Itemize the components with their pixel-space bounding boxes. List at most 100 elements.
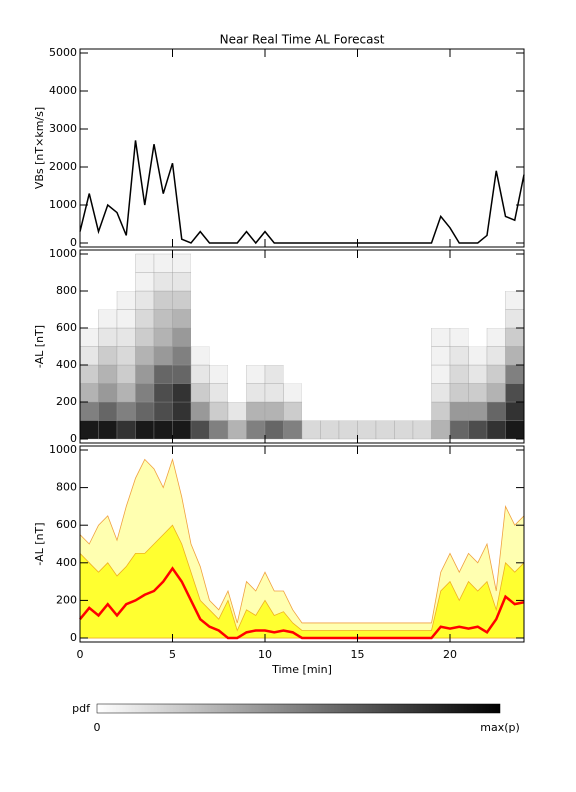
heat-cell [486, 346, 506, 366]
heat-cell [413, 383, 432, 402]
y-tick-label: 400 [56, 358, 77, 371]
heat-cell [468, 401, 488, 421]
heat-cell [413, 309, 432, 328]
heat-cell [135, 383, 155, 403]
heat-cell [135, 290, 155, 310]
y-axis-label: -AL [nT] [33, 325, 46, 368]
heat-cell [228, 254, 247, 273]
heat-cell [209, 383, 229, 403]
heat-cell [172, 346, 192, 366]
heat-cell [449, 346, 469, 366]
heat-cell [228, 346, 247, 365]
heat-cell [228, 365, 247, 384]
heat-cell [265, 272, 284, 291]
heat-cell [98, 383, 118, 403]
heat-cell [264, 420, 284, 440]
heat-cell [190, 383, 210, 403]
heat-cell [339, 291, 358, 310]
heat-cell [209, 328, 228, 347]
heat-cell [431, 346, 451, 366]
heat-cell [79, 346, 99, 366]
heat-cell [191, 254, 210, 273]
heat-cell [376, 402, 395, 421]
heat-cell [172, 327, 192, 347]
heat-cell [357, 254, 376, 273]
heat-cell [265, 328, 284, 347]
x-tick-label: 10 [258, 648, 272, 661]
heat-cell [431, 272, 450, 291]
heat-cell [172, 272, 192, 292]
heat-cell [302, 383, 321, 402]
heat-cell [449, 420, 469, 440]
heat-cell [376, 291, 395, 310]
heat-cell [283, 254, 302, 273]
heat-cell [190, 401, 210, 421]
x-axis-label: Time [min] [271, 663, 332, 676]
y-tick-label: 800 [56, 284, 77, 297]
heat-cell [79, 420, 99, 440]
heat-cell [246, 420, 266, 440]
heat-cell [468, 291, 487, 310]
heat-cell [135, 327, 155, 347]
heat-cell [153, 327, 173, 347]
heat-cell [413, 402, 432, 421]
heat-cell [320, 254, 339, 273]
heat-cell [431, 383, 451, 403]
heat-cell [394, 365, 413, 384]
heat-cell [283, 401, 303, 421]
heat-cell [80, 291, 99, 310]
heat-cell [172, 309, 192, 329]
heat-cell [79, 364, 99, 384]
heat-cell [191, 272, 210, 291]
colorbar-title: pdf [72, 702, 91, 715]
heat-cell [449, 327, 469, 347]
heat-cell [376, 383, 395, 402]
heat-cell [190, 364, 210, 384]
y-tick-label: 200 [56, 395, 77, 408]
heat-cell [468, 346, 488, 366]
heat-cell [468, 328, 487, 347]
heat-cell [98, 420, 118, 440]
heat-cell [505, 327, 525, 347]
heat-cell [209, 309, 228, 328]
heat-cell [450, 291, 469, 310]
heat-cell [246, 364, 266, 384]
heat-cell [172, 401, 192, 421]
heat-cell [320, 328, 339, 347]
heat-cell [228, 272, 247, 291]
heat-cell [450, 309, 469, 328]
heat-cell [376, 346, 395, 365]
heat-cell [153, 309, 173, 329]
heat-cell [227, 401, 247, 421]
heat-cell [376, 254, 395, 273]
heat-cell [209, 364, 229, 384]
heat-cell [116, 346, 136, 366]
heat-cell [468, 254, 487, 273]
colorbar [96, 703, 501, 714]
x-tick-label: 20 [443, 648, 457, 661]
heat-cell [283, 383, 303, 403]
y-tick-label: 600 [56, 321, 77, 334]
median-line [79, 566, 525, 640]
heat-cell [98, 327, 118, 347]
plot-frame [79, 48, 525, 248]
heat-cell [190, 420, 210, 440]
heat-cell [135, 272, 155, 292]
heat-cell [246, 383, 266, 403]
y-axis-label: -AL [nT] [33, 522, 46, 565]
heat-cell [449, 401, 469, 421]
heat-cell [413, 291, 432, 310]
heat-cell [394, 328, 413, 347]
heat-cell [431, 420, 451, 440]
heat-cell [283, 272, 302, 291]
heat-cell [80, 272, 99, 291]
heat-cell [357, 346, 376, 365]
heat-cell [487, 272, 506, 291]
heat-cell [209, 254, 228, 273]
heat-cell [153, 364, 173, 384]
heat-cell [246, 309, 265, 328]
heat-cell [394, 420, 414, 440]
band-area [79, 524, 525, 639]
heat-cell [283, 309, 302, 328]
